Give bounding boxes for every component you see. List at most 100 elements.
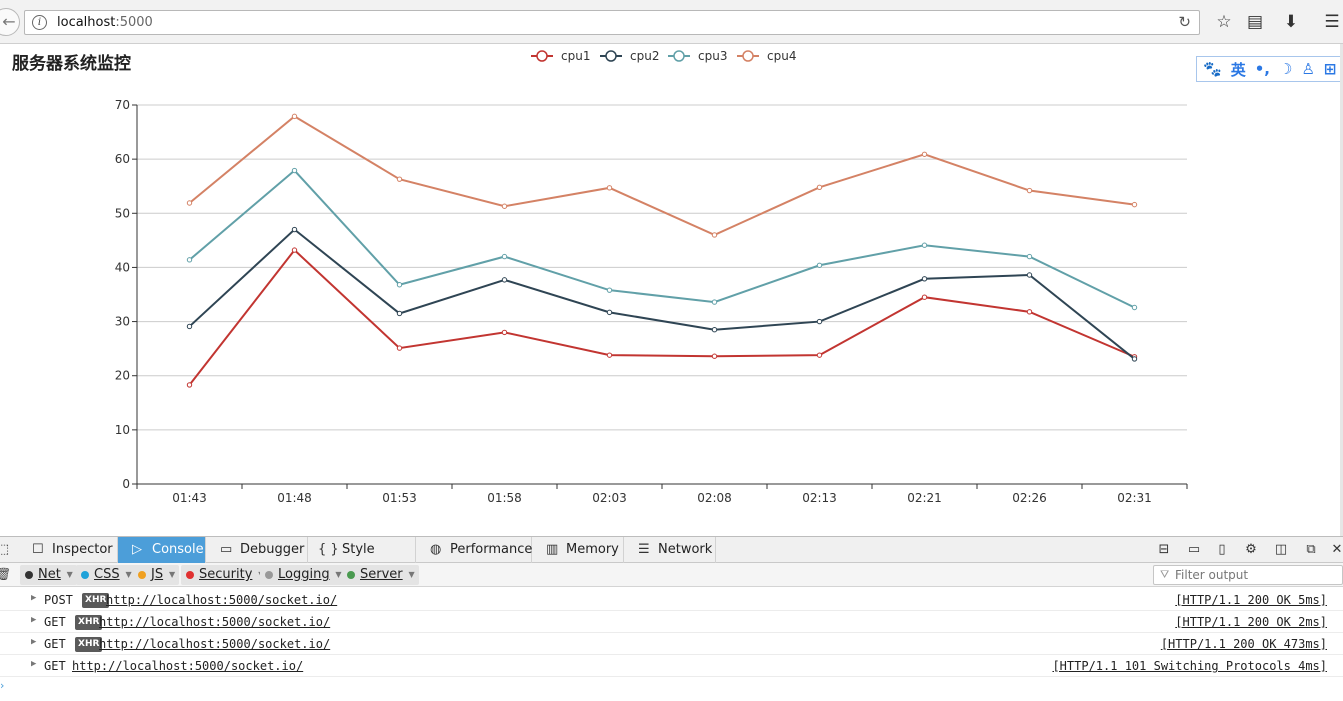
legend-label-cpu1: cpu1 [561, 49, 590, 63]
page-scrollbar[interactable] [1340, 44, 1343, 536]
info-icon[interactable]: i [32, 15, 47, 30]
console-prompt-icon[interactable]: › [0, 679, 5, 692]
filter-placeholder: Filter output [1175, 568, 1249, 582]
tab-label: Debugger [240, 542, 305, 557]
chevron-down-icon: ▼ [125, 570, 132, 579]
legend-label-cpu2: cpu2 [630, 49, 659, 63]
data-point-cpu2 [291, 226, 298, 233]
data-point-cpu1 [921, 294, 928, 300]
data-point-cpu3 [501, 253, 508, 260]
filter-label: CSS [94, 567, 120, 582]
filter-server[interactable]: Server ▼ [342, 565, 419, 585]
log-url[interactable]: http://localhost:5000/socket.io/ [99, 637, 331, 651]
chevron-down-icon: ▼ [335, 570, 342, 579]
log-url[interactable]: http://localhost:5000/socket.io/ [72, 659, 304, 673]
logging-dot [265, 571, 273, 579]
expand-arrow-icon[interactable]: ▶ [31, 659, 37, 669]
expand-arrow-icon[interactable]: ▶ [31, 615, 37, 625]
filter-label: Net [38, 567, 61, 582]
expand-arrow-icon[interactable]: ▶ [31, 637, 37, 647]
ime-moon-icon[interactable]: ☽ [1279, 60, 1293, 78]
xhr-badge: XHR [82, 593, 110, 608]
log-status[interactable]: [HTTP/1.1 200 OK 2ms] [1175, 615, 1327, 629]
bookmark-star-icon[interactable]: ☆ [1216, 12, 1232, 32]
security-dot [186, 571, 194, 579]
filter-logging[interactable]: Logging ▼ [260, 565, 346, 585]
tab-network[interactable]: ☰ Network [624, 537, 716, 563]
ime-paw-icon[interactable]: 🐾 [1203, 60, 1222, 78]
tab-inspector[interactable]: ☐ Inspector [18, 537, 118, 563]
y-tick-label: 20 [115, 369, 130, 383]
back-arrow-icon[interactable]: ← [0, 8, 20, 36]
data-point-cpu3 [186, 257, 193, 263]
data-point-cpu3 [921, 242, 928, 248]
frame-select-icon[interactable]: ▭ [1187, 542, 1201, 557]
data-point-cpu3 [291, 167, 298, 174]
log-status[interactable]: [HTTP/1.1 200 OK 5ms] [1175, 593, 1327, 607]
ime-user-icon[interactable]: ♙ [1301, 60, 1315, 78]
reload-icon[interactable]: ↻ [1178, 13, 1191, 31]
ime-english-toggle[interactable]: 英 [1230, 60, 1246, 79]
filter-security[interactable]: Security▼ [181, 565, 269, 585]
ime-toolbar[interactable]: 🐾 英 •, ☽ ♙ ⊞ [1196, 56, 1343, 82]
filter-net[interactable]: Net ▼ [20, 565, 77, 585]
filter-label: Security [199, 567, 253, 582]
legend-label-cpu3: cpu3 [698, 49, 727, 63]
undock-window-icon[interactable]: ⧉ [1306, 542, 1316, 557]
log-status[interactable]: [HTTP/1.1 101 Switching Protocols 4ms] [1052, 659, 1327, 673]
settings-gear-icon[interactable]: ⚙ [1245, 542, 1257, 557]
data-point-cpu2 [1026, 272, 1033, 278]
data-point-cpu1 [711, 353, 718, 359]
log-row[interactable]: ▶ GET XHR http://localhost:5000/socket.i… [0, 633, 1343, 655]
responsive-mode-icon[interactable]: ▯ [1218, 542, 1226, 557]
menu-hamburger-icon[interactable]: ☰ [1324, 12, 1340, 32]
filter-css[interactable]: CSS ▼ [76, 565, 136, 585]
x-tick-label: 01:53 [382, 491, 417, 505]
tab-performance[interactable]: ◍ Performance [416, 537, 532, 563]
url-field[interactable]: i localhost:5000 ↻ [24, 10, 1200, 35]
tab-memory[interactable]: ▥ Memory [532, 537, 624, 563]
log-url[interactable]: http://localhost:5000/socket.io/ [106, 593, 338, 607]
devtools-panel: ⬚ ☐ Inspector ▷ Console ▭ Debugger { } Style… [0, 536, 1343, 701]
pick-element-icon[interactable]: ⬚ [0, 542, 10, 557]
tab-debugger[interactable]: ▭ Debugger [206, 537, 308, 563]
x-tick-label: 01:48 [277, 491, 312, 505]
trash-icon[interactable]: 🗑 [0, 567, 12, 581]
ime-punctuation-icon[interactable]: •, [1254, 60, 1270, 78]
x-tick-label: 02:03 [592, 491, 627, 505]
tab-style-editor[interactable]: { }Style Editor [308, 537, 416, 583]
data-point-cpu1 [501, 329, 508, 336]
net-dot [25, 571, 33, 579]
series-line-cpu4 [188, 115, 1135, 237]
legend-label-cpu4: cpu4 [767, 49, 796, 63]
url-text[interactable]: localhost:5000 [57, 15, 153, 30]
css-dot [81, 571, 89, 579]
data-point-cpu2 [711, 326, 718, 333]
expand-arrow-icon[interactable]: ▶ [31, 593, 37, 603]
log-status[interactable]: [HTTP/1.1 200 OK 473ms] [1160, 637, 1327, 651]
tab-label: Memory [566, 542, 619, 557]
log-method: GET [44, 615, 66, 629]
log-row[interactable]: ▶ GET http://localhost:5000/socket.io/ [… [0, 655, 1343, 677]
data-point-cpu3 [1131, 304, 1138, 311]
dock-side-icon[interactable]: ◫ [1274, 542, 1288, 557]
page-title: 服务器系统监控 [12, 54, 131, 74]
data-point-cpu1 [1026, 309, 1033, 315]
split-console-icon[interactable]: ⊟ [1158, 542, 1170, 557]
tab-console[interactable]: ▷ Console [118, 537, 206, 563]
x-tick-label: 02:08 [697, 491, 732, 505]
download-icon[interactable]: ⬇ [1283, 12, 1299, 32]
close-icon[interactable]: ✕ [1331, 542, 1343, 557]
reading-list-icon[interactable]: ▤ [1246, 12, 1264, 32]
data-point-cpu2 [396, 310, 403, 317]
inspector-icon: ☐ [32, 542, 44, 557]
url-port: :5000 [115, 15, 153, 30]
log-row[interactable]: ▶ GET XHR http://localhost:5000/socket.i… [0, 611, 1343, 633]
log-row[interactable]: ▶ POST XHR http://localhost:5000/socket.… [0, 589, 1343, 611]
ime-grid-icon[interactable]: ⊞ [1323, 60, 1337, 78]
x-tick-label: 02:26 [1012, 491, 1047, 505]
filter-js[interactable]: JS ▼ [133, 565, 180, 585]
data-point-cpu1 [816, 352, 823, 358]
filter-output-input[interactable]: ⛛ Filter output [1153, 565, 1343, 585]
log-url[interactable]: http://localhost:5000/socket.io/ [99, 615, 331, 629]
